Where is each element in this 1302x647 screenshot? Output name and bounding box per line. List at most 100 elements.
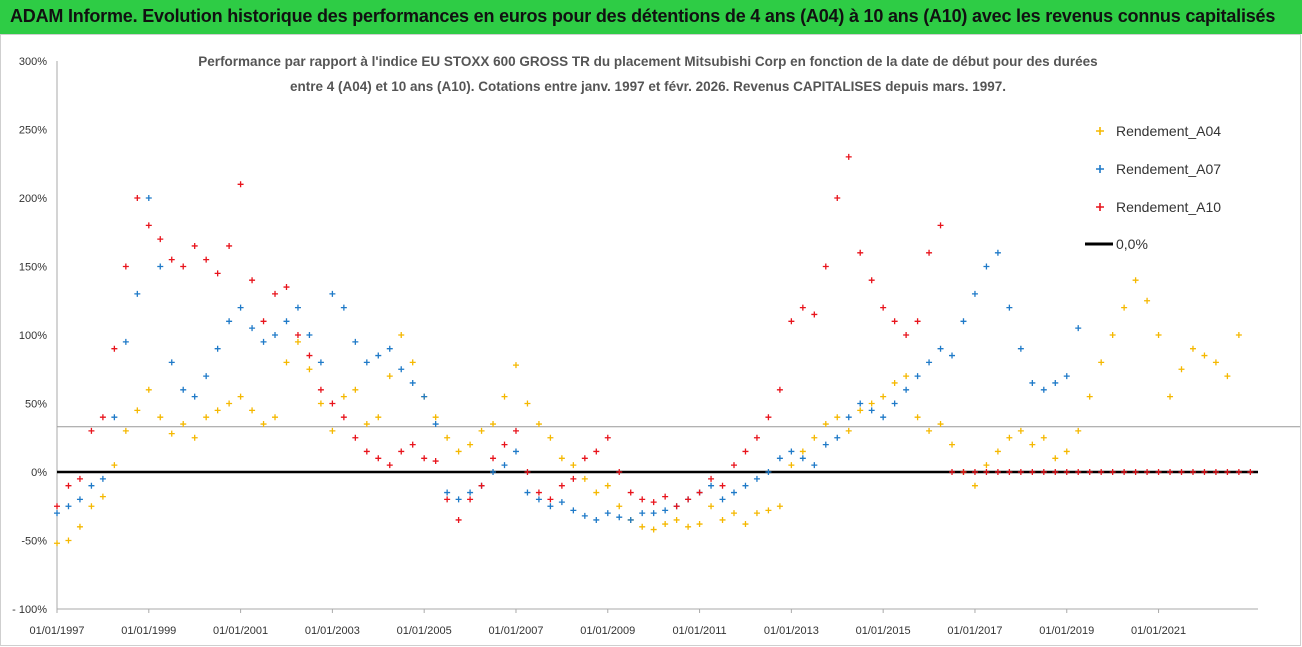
data-point <box>111 462 118 469</box>
x-tick-label: 01/01/2015 <box>856 625 911 637</box>
data-point <box>88 482 95 489</box>
y-tick-label: 200% <box>19 193 47 205</box>
data-point <box>65 503 72 510</box>
data-point <box>352 338 359 345</box>
data-point <box>260 318 267 325</box>
data-point <box>880 414 887 421</box>
data-point <box>375 352 382 359</box>
data-point <box>409 379 416 386</box>
data-point <box>88 427 95 434</box>
data-point <box>1178 366 1185 373</box>
data-point <box>650 510 657 517</box>
data-point <box>891 379 898 386</box>
legend-marker <box>1096 127 1104 135</box>
data-point <box>329 400 336 407</box>
data-point <box>386 373 393 380</box>
data-point <box>363 359 370 366</box>
data-point <box>99 493 106 500</box>
data-point <box>1075 325 1082 332</box>
data-point <box>730 462 737 469</box>
data-point <box>306 332 313 338</box>
data-point <box>1075 469 1082 475</box>
data-point <box>926 249 933 256</box>
data-point <box>1029 379 1036 386</box>
data-point <box>742 482 749 489</box>
data-point <box>822 263 829 270</box>
data-point <box>914 318 921 325</box>
data-point <box>363 421 370 428</box>
data-point <box>272 290 279 297</box>
data-point <box>398 332 405 338</box>
data-point <box>524 489 531 496</box>
data-point <box>363 448 370 455</box>
data-point <box>283 318 290 325</box>
data-point <box>1040 386 1047 393</box>
data-point <box>1052 469 1059 475</box>
series-Rendement_A07 <box>54 195 1082 523</box>
data-point <box>799 455 806 462</box>
data-point <box>1006 469 1013 475</box>
data-point <box>1201 352 1208 359</box>
data-point <box>329 427 336 434</box>
y-tick-label: 50% <box>25 399 47 411</box>
data-point <box>432 421 439 428</box>
data-point <box>1235 332 1242 338</box>
data-point <box>983 462 990 469</box>
data-point <box>730 510 737 517</box>
legend-label: Rendement_A10 <box>1116 199 1221 215</box>
data-point <box>903 373 910 380</box>
data-point <box>455 516 462 523</box>
x-tick-label: 01/01/2019 <box>1039 625 1094 637</box>
legend-label: Rendement_A07 <box>1116 161 1221 177</box>
data-point <box>971 469 978 475</box>
y-tick-label: - 100% <box>12 604 47 616</box>
data-point <box>168 430 175 437</box>
data-point <box>111 345 118 352</box>
data-point <box>65 482 72 489</box>
data-point <box>994 469 1001 475</box>
data-point <box>776 386 783 393</box>
data-point <box>891 318 898 325</box>
data-point <box>157 236 164 243</box>
data-point <box>1040 434 1047 441</box>
data-point <box>490 455 497 462</box>
data-point <box>983 263 990 270</box>
data-point <box>822 441 829 448</box>
data-point <box>765 507 772 514</box>
data-point <box>272 414 279 421</box>
data-point <box>76 496 83 503</box>
data-point <box>570 507 577 514</box>
data-point <box>616 514 623 521</box>
y-tick-label: 250% <box>19 125 47 137</box>
data-point <box>1224 373 1231 380</box>
data-point <box>352 386 359 393</box>
data-point <box>719 496 726 503</box>
data-point <box>834 434 841 441</box>
data-point <box>340 414 347 421</box>
data-point <box>730 489 737 496</box>
data-point <box>375 414 382 421</box>
data-point <box>914 414 921 421</box>
data-point <box>375 455 382 462</box>
data-point <box>547 503 554 510</box>
data-point <box>1075 427 1082 434</box>
data-point <box>409 359 416 366</box>
data-point <box>903 386 910 393</box>
series-Rendement_A04 <box>54 277 1242 547</box>
data-point <box>742 521 749 528</box>
data-point <box>467 489 474 496</box>
data-point <box>145 222 152 229</box>
data-point <box>455 448 462 455</box>
data-point <box>547 434 554 441</box>
data-point <box>1155 469 1162 475</box>
data-point <box>1201 469 1208 475</box>
data-point <box>535 489 542 496</box>
x-tick-label: 01/01/1999 <box>121 625 176 637</box>
data-point <box>776 503 783 510</box>
data-point <box>1132 277 1139 284</box>
data-point <box>524 400 531 407</box>
data-point <box>467 441 474 448</box>
data-point <box>971 290 978 297</box>
data-point <box>283 359 290 366</box>
chart-legend: Rendement_A04 Rendement_A07 Rendement_A10 0… <box>1085 123 1221 252</box>
